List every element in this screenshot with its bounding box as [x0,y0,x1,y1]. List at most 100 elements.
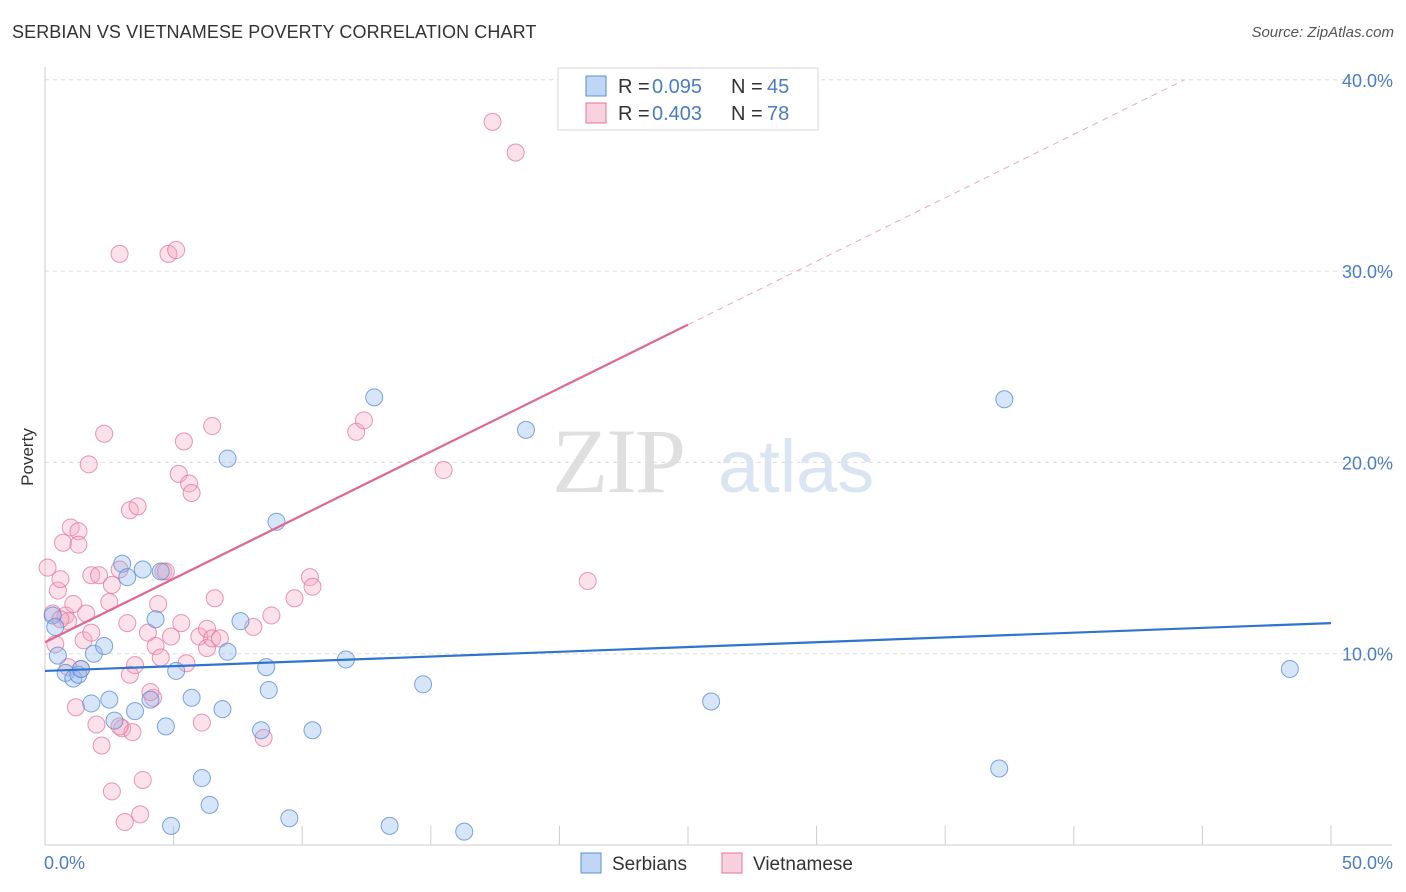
serbians-point [252,721,271,740]
legend: R = 0.095 N = 45 R = 0.403 N = 78 [557,67,819,131]
serbians-point [156,717,175,736]
serbians-point [192,769,211,788]
y-tick-label: 20.0% [1342,453,1393,473]
vietnamese-point [149,594,168,613]
vietnamese-point [102,782,121,801]
serbians-point [43,606,62,625]
serbians-point [990,759,1009,778]
source-label: Source: ZipAtlas.com [1251,24,1394,41]
serbians-point [126,702,145,721]
vietnamese-trend-extension [687,79,1185,326]
serbians-point [105,711,124,730]
vietnamese-point [203,629,222,648]
vietnamese-point [578,572,597,591]
vietnamese-point [48,581,67,600]
serbians-point [995,390,1014,409]
y-tick-label: 40.0% [1342,71,1393,91]
serbians-point [702,692,721,711]
vietnamese-point [102,575,121,594]
serbians-point [182,688,201,707]
svg-text:ZIP: ZIP [552,410,684,512]
vietnamese-point [66,698,85,717]
vietnamese-point [74,631,93,650]
serbians-point [46,617,65,636]
legend-serbians-r-label: R = [618,76,650,98]
vietnamese-point [172,614,191,633]
serbians-point [231,612,250,631]
vietnamese-point [38,558,57,577]
vietnamese-point [174,432,193,451]
vietnamese-point [82,566,101,585]
vietnamese-point [146,637,165,656]
vietnamese-point [483,112,502,131]
legend-serbians-n: 45 [767,76,789,98]
vietnamese-point [110,717,129,736]
legend-serbians-r: 0.095 [652,76,702,98]
serbians-point [1280,660,1299,679]
vietnamese-point [205,589,224,608]
axes [44,67,1392,846]
vietnamese-point [79,455,98,474]
serbians-point [380,816,399,835]
serbians-point [213,700,232,719]
vietnamese-point [162,627,181,646]
vietnamese-point [69,535,88,554]
vietnamese-point [192,713,211,732]
serbians-point [218,642,237,661]
serbians-point [455,822,474,841]
legend-vietnamese-n-label: N = [731,103,763,125]
legend-vietnamese-n: 78 [767,103,789,125]
serbians-point [82,694,101,713]
serbians-point [218,449,237,468]
vietnamese-point [95,424,114,443]
vietnamese-point [128,497,147,516]
y-tick-label: 30.0% [1342,262,1393,282]
vietnamese-point [87,715,106,734]
vietnamese-point [54,533,73,552]
vietnamese-point [110,244,129,263]
vietnamese-point [90,566,109,585]
serbians-point [84,644,103,663]
serbians-point [162,816,181,835]
vietnamese-point [92,736,111,755]
serbians-point [365,388,384,407]
serbians-point [414,675,433,694]
vietnamese-point [210,629,229,648]
legend-vietnamese-r: 0.403 [652,103,702,125]
vietnamese-point [138,623,157,642]
bottom-legend-serbians-swatch [580,852,602,874]
y-tick-label: 10.0% [1342,645,1393,665]
vietnamese-point [262,606,281,625]
vietnamese-point [354,411,373,430]
vietnamese-point [167,241,186,260]
vietnamese-point [64,594,83,613]
serbians-point [48,646,67,665]
x-tick-label-min: 0.0% [44,853,85,873]
vietnamese-point [285,589,304,608]
watermark: ZIP atlas [552,410,874,512]
vietnamese-point [151,648,170,667]
chart-title: SERBIAN VS VIETNAMESE POVERTY CORRELATIO… [12,22,537,42]
vietnamese-point [133,770,152,789]
vietnamese-point [115,813,134,832]
serbians-points [43,388,1299,841]
serbians-point [118,568,137,587]
serbians-point [280,809,299,828]
bottom-legend-vietnamese-swatch [721,852,743,874]
serbians-point [95,637,114,656]
serbians-point [516,420,535,439]
legend-serbians-n-label: N = [731,76,763,98]
vietnamese-point [177,654,196,673]
vietnamese-point [51,570,70,589]
legend-serbians-swatch [585,75,607,97]
vietnamese-point [118,614,137,633]
vietnamese-point [69,522,88,541]
vietnamese-point [82,623,101,642]
bottom-legend: Serbians Vietnamese [580,852,853,875]
vietnamese-point [113,719,132,738]
serbians-point [303,721,322,740]
vietnamese-point [506,143,525,162]
vietnamese-point [434,461,453,480]
grid-lines [45,79,1392,655]
